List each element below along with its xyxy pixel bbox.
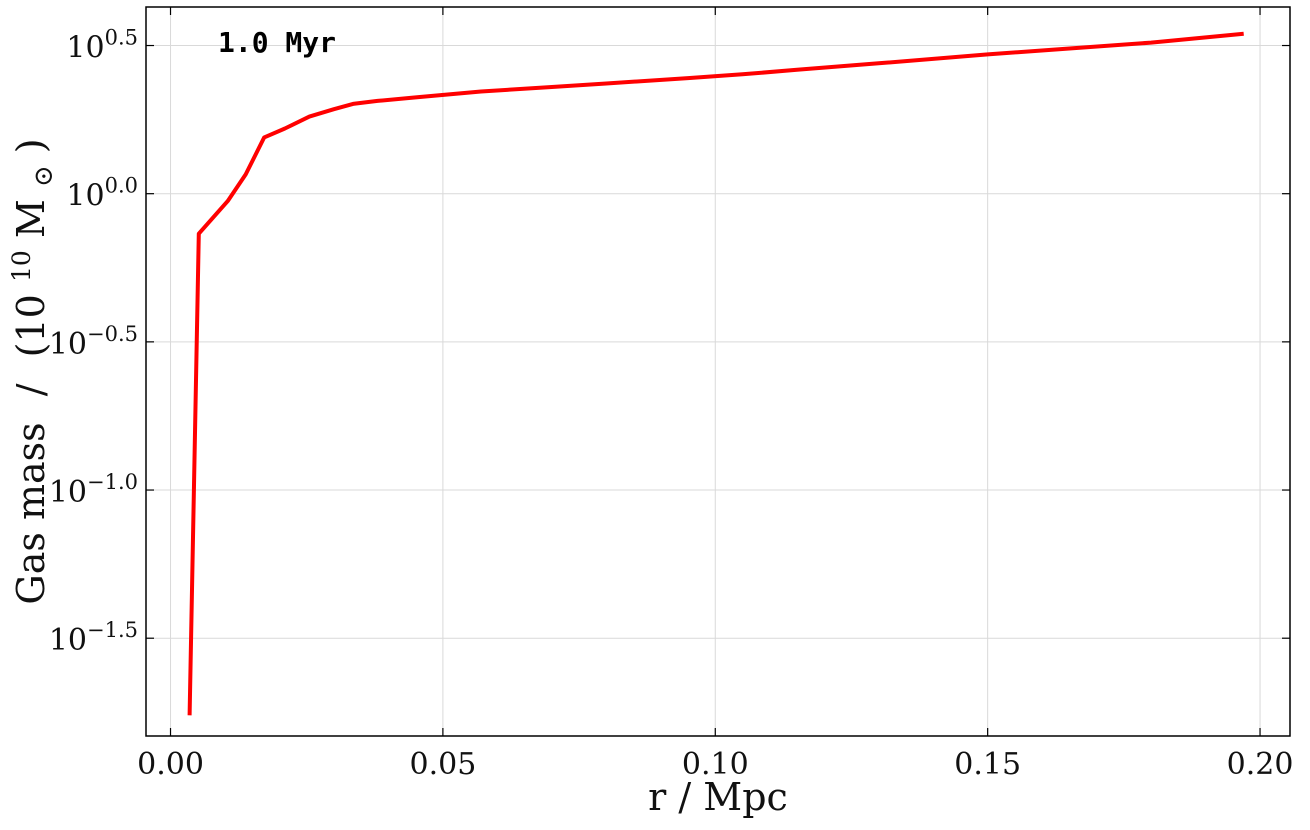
tick-layer — [146, 7, 1290, 736]
x-tick-label: 0.15 — [954, 747, 1021, 782]
y-tick-label-exponent: −1.0 — [87, 470, 138, 494]
x-tick-label: 0.10 — [682, 747, 749, 782]
y-tick-label-base: 10 — [66, 179, 104, 214]
y-axis-title-unit-symbol: ⊙ — [29, 165, 59, 187]
tick-label-layer: 0.00 0.05 0.10 0.15 0.2010−1.510−1.010−0.510… — [49, 26, 1294, 782]
y-tick-label-base: 10 — [49, 327, 87, 362]
y-axis-title-main: Gas mass — [9, 422, 53, 604]
y-axis-title: Gas mass / (10 10 M ⊙ ) — [0, 138, 61, 604]
y-tick-label-exponent: 0.0 — [105, 174, 138, 198]
y-tick-label: 10−0.5 — [49, 322, 138, 362]
x-tick-label: 0.00 — [137, 747, 204, 782]
y-axis-title-unit-exp: 10 — [7, 250, 36, 282]
y-tick-label: 100.5 — [66, 26, 138, 66]
y-tick-label: 10−1.0 — [49, 470, 138, 510]
plot-frame — [145, 6, 1291, 737]
y-axis-title-unit-open: (10 — [9, 294, 53, 357]
y-tick-label: 100.0 — [66, 174, 138, 214]
y-tick-label-exponent: −1.5 — [87, 618, 138, 642]
y-tick-label-base: 10 — [49, 475, 87, 510]
gas-mass-line — [187, 31, 1244, 716]
x-axis-title: r / Mpc — [648, 775, 788, 819]
y-axis-title-unit-close: M — [9, 199, 53, 238]
y-axis-title-unit-end: ) — [9, 138, 53, 153]
y-tick-label-exponent: 0.5 — [105, 26, 138, 50]
y-tick-label-base: 10 — [66, 31, 104, 66]
x-tick-label: 0.05 — [409, 747, 476, 782]
y-tick-label-base: 10 — [49, 623, 87, 658]
y-tick-label: 10−1.5 — [49, 618, 138, 658]
y-axis-title-sep: / — [9, 383, 53, 396]
y-tick-label-exponent: −0.5 — [87, 322, 138, 346]
time-annotation: 1.0 Myr — [218, 26, 336, 59]
x-tick-label: 0.20 — [1227, 747, 1294, 782]
series-layer — [187, 31, 1244, 716]
